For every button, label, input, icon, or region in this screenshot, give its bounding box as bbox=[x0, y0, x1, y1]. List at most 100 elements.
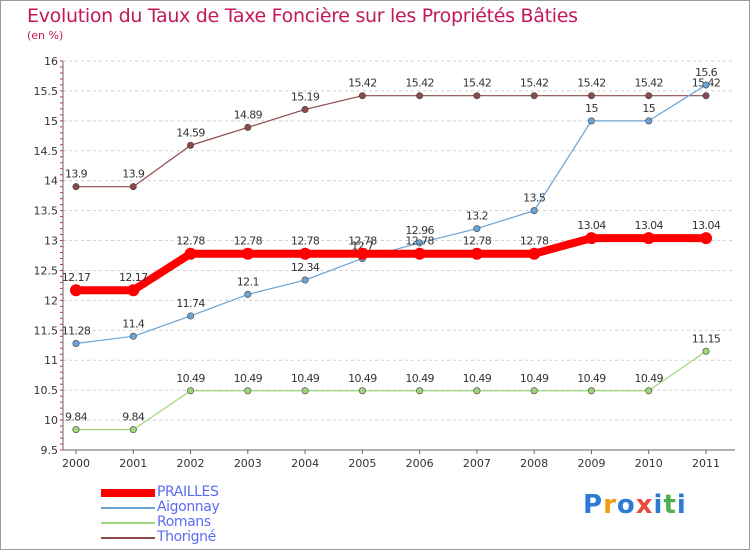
data-point bbox=[530, 207, 538, 215]
data-label: 13.5 bbox=[523, 192, 546, 205]
data-label: 12.17 bbox=[62, 271, 91, 284]
y-tick-label: 13.5 bbox=[34, 205, 59, 218]
data-label: 13.04 bbox=[634, 219, 663, 232]
data-point bbox=[244, 387, 252, 395]
data-point bbox=[301, 387, 309, 395]
data-label: 12.7 bbox=[351, 239, 374, 252]
data-point bbox=[127, 284, 140, 297]
data-point bbox=[187, 387, 195, 395]
y-tick-label: 11.5 bbox=[34, 324, 59, 337]
y-tick-label: 12.5 bbox=[34, 264, 59, 277]
logo-letter: i bbox=[676, 490, 687, 520]
logo-letter: i bbox=[653, 490, 664, 520]
x-tick-label: 2005 bbox=[348, 457, 376, 470]
data-point bbox=[413, 247, 426, 260]
data-point bbox=[470, 247, 483, 260]
data-label: 11.28 bbox=[62, 324, 91, 337]
y-tick-label: 9.5 bbox=[41, 444, 59, 457]
y-tick-label: 10 bbox=[44, 414, 58, 427]
data-point bbox=[72, 339, 80, 347]
data-label: 12.17 bbox=[119, 271, 148, 284]
legend-swatch bbox=[101, 537, 155, 539]
data-label: 12.1 bbox=[237, 275, 259, 288]
data-label: 10.49 bbox=[405, 372, 434, 385]
data-label: 12.78 bbox=[176, 235, 205, 248]
data-point bbox=[530, 92, 538, 100]
data-label: 12.78 bbox=[463, 235, 492, 248]
data-point bbox=[244, 123, 252, 131]
data-point bbox=[301, 105, 309, 113]
logo-letter: P bbox=[583, 490, 604, 520]
legend-swatch bbox=[101, 522, 155, 524]
data-label: 15.42 bbox=[463, 77, 492, 90]
chart-subtitle: (en %) bbox=[27, 29, 64, 42]
data-label: 12.78 bbox=[520, 235, 549, 248]
x-tick-label: 2002 bbox=[177, 457, 205, 470]
y-tick-label: 14 bbox=[44, 175, 58, 188]
data-label: 12.78 bbox=[405, 235, 434, 248]
data-point bbox=[299, 247, 312, 260]
data-label: 15.42 bbox=[634, 77, 663, 90]
data-point bbox=[244, 290, 252, 298]
y-tick-label: 15 bbox=[44, 115, 58, 128]
data-point bbox=[702, 92, 710, 100]
data-label: 12.34 bbox=[291, 261, 320, 274]
data-point bbox=[184, 247, 197, 260]
data-point bbox=[301, 276, 309, 284]
x-tick-label: 2000 bbox=[62, 457, 90, 470]
data-point bbox=[645, 92, 653, 100]
data-point bbox=[416, 239, 424, 247]
data-label: 13.04 bbox=[577, 219, 606, 232]
data-point bbox=[187, 312, 195, 320]
series-line-Romans bbox=[76, 350, 707, 431]
x-tick-label: 2010 bbox=[635, 457, 663, 470]
y-tick-label: 10.5 bbox=[34, 384, 59, 397]
x-tick-label: 2008 bbox=[520, 457, 548, 470]
data-label: 12.78 bbox=[291, 235, 320, 248]
x-tick-label: 2001 bbox=[119, 457, 147, 470]
data-label: 15 bbox=[642, 102, 655, 115]
data-label: 10.49 bbox=[634, 372, 663, 385]
data-point bbox=[187, 141, 195, 149]
x-tick-label: 2007 bbox=[463, 457, 491, 470]
data-point bbox=[642, 232, 655, 245]
data-label: 14.59 bbox=[176, 126, 205, 139]
data-label: 11.15 bbox=[692, 332, 721, 345]
data-label: 10.49 bbox=[463, 372, 492, 385]
y-tick-label: 16 bbox=[44, 55, 58, 68]
logo-letter: r bbox=[603, 490, 617, 520]
data-point bbox=[473, 92, 481, 100]
x-tick-label: 2009 bbox=[577, 457, 605, 470]
x-tick-label: 2011 bbox=[692, 457, 720, 470]
data-point bbox=[72, 426, 80, 434]
data-label: 10.49 bbox=[234, 372, 263, 385]
data-label: 12.78 bbox=[348, 235, 377, 248]
y-tick-label: 11 bbox=[44, 354, 58, 367]
data-point bbox=[473, 225, 481, 233]
legend-item: Aigonnay bbox=[101, 499, 301, 515]
data-label: 9.84 bbox=[122, 411, 145, 424]
data-label: 10.49 bbox=[348, 372, 377, 385]
proxiti-logo: Proxiti bbox=[583, 490, 687, 520]
data-point bbox=[129, 426, 137, 434]
data-label: 15.42 bbox=[405, 77, 434, 90]
legend-swatch bbox=[101, 489, 155, 497]
legend-swatch bbox=[101, 507, 155, 509]
data-label: 15.42 bbox=[577, 77, 606, 90]
x-tick-label: 2006 bbox=[406, 457, 434, 470]
data-point bbox=[416, 387, 424, 395]
data-label: 13.04 bbox=[692, 219, 721, 232]
data-point bbox=[587, 387, 595, 395]
data-point bbox=[528, 247, 541, 260]
data-label: 11.74 bbox=[176, 297, 205, 310]
data-label: 10.49 bbox=[291, 372, 320, 385]
data-point bbox=[129, 332, 137, 340]
data-point bbox=[587, 117, 595, 125]
data-point bbox=[645, 387, 653, 395]
legend-item: PRAILLES bbox=[101, 484, 301, 500]
logo-letter: t bbox=[663, 490, 677, 520]
data-label: 11.4 bbox=[122, 317, 145, 330]
data-point bbox=[585, 232, 598, 245]
data-point bbox=[356, 247, 369, 260]
y-tick-label: 13 bbox=[44, 235, 58, 248]
